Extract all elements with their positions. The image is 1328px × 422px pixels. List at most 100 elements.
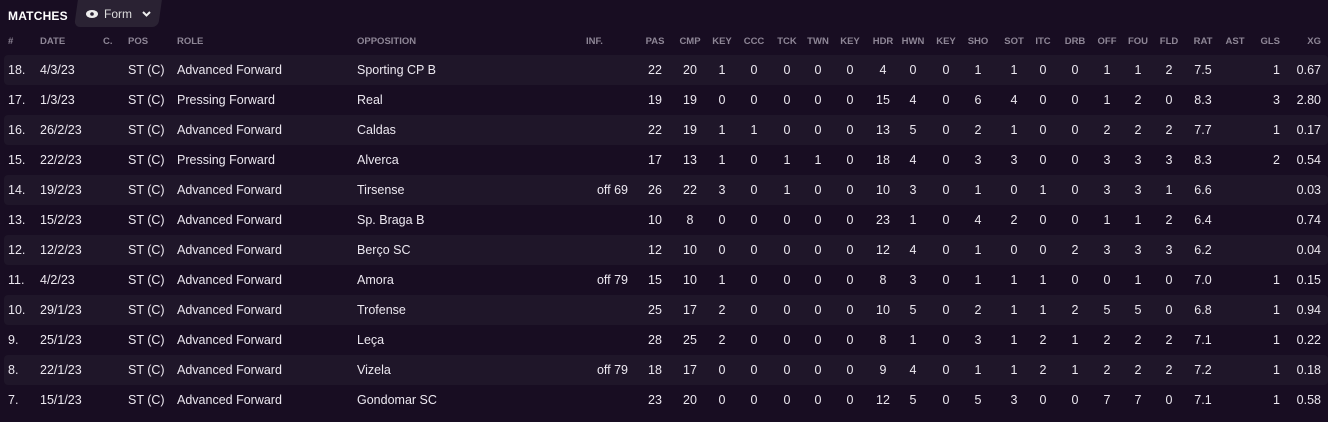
cell-twn: 0 <box>814 393 822 407</box>
cell-drb: 0 <box>1071 123 1079 137</box>
column-header-ast[interactable]: AST <box>1225 36 1245 47</box>
cell-sot: 1 <box>1010 333 1018 347</box>
column-header-inf[interactable]: INF. <box>586 36 603 47</box>
cell-twn: 0 <box>814 303 822 317</box>
cell-sho: 1 <box>974 63 982 77</box>
column-header-fld[interactable]: FLD <box>1159 36 1179 47</box>
cell-key: 2 <box>718 333 726 347</box>
column-header-c[interactable]: C. <box>103 36 113 47</box>
cell-key: 1 <box>718 63 726 77</box>
cell-pas: 19 <box>648 93 662 107</box>
column-header-off[interactable]: OFF <box>1097 36 1117 47</box>
table-row[interactable]: 17. 1/3/23 ST (C) Pressing Forward Real 19 19 0… <box>4 85 1328 115</box>
cell-twn: 0 <box>814 333 822 347</box>
table-row[interactable]: 16. 26/2/23 ST (C) Advanced Forward Caldas 22… <box>4 115 1328 145</box>
cell-hdr: 8 <box>879 273 887 287</box>
column-header-key[interactable]: KEY <box>712 36 732 47</box>
column-header-key[interactable]: KEY <box>936 36 956 47</box>
table-row[interactable]: 12. 12/2/23 ST (C) Advanced Forward Berço SC… <box>4 235 1328 265</box>
column-header-hwn[interactable]: HWN <box>901 36 925 47</box>
cell-gls: 1 <box>1273 333 1280 347</box>
table-row[interactable]: 9. 25/1/23 ST (C) Advanced Forward Leça 28 25 2… <box>4 325 1328 355</box>
column-header-date[interactable]: DATE <box>40 36 66 47</box>
column-header-[interactable]: # <box>8 36 14 47</box>
cell-rat: 7.2 <box>1194 363 1212 377</box>
column-header-role[interactable]: ROLE <box>177 36 204 47</box>
cell-hwn: 1 <box>909 213 917 227</box>
column-header-gls[interactable]: GLS <box>1260 36 1280 47</box>
cell-fou: 1 <box>1134 273 1142 287</box>
cell-: 18. <box>8 63 26 77</box>
cell-key: 0 <box>846 63 854 77</box>
column-header-tck[interactable]: TCK <box>777 36 797 47</box>
cell-sot: 1 <box>1010 273 1018 287</box>
cell-key: 0 <box>718 363 726 377</box>
table-row[interactable]: 18. 4/3/23 ST (C) Advanced Forward Sporting … <box>4 55 1328 85</box>
table-row[interactable]: 13. 15/2/23 ST (C) Advanced Forward Sp. Brag… <box>4 205 1328 235</box>
column-header-hdr[interactable]: HDR <box>872 36 894 47</box>
cell-rat: 6.6 <box>1194 183 1212 197</box>
cell-key: 1 <box>718 153 726 167</box>
column-header-fou[interactable]: FOU <box>1127 36 1149 47</box>
column-header-opposition[interactable]: OPPOSITION <box>357 36 417 47</box>
column-header-sot[interactable]: SOT <box>1004 36 1024 47</box>
cell-date: 22/1/23 <box>40 363 82 377</box>
table-row[interactable]: 7. 15/1/23 ST (C) Advanced Forward Gondomar … <box>4 385 1328 415</box>
cell-hdr: 12 <box>876 243 890 257</box>
cell-fou: 2 <box>1134 93 1142 107</box>
cell-itc: 0 <box>1039 153 1047 167</box>
cell-twn: 1 <box>814 153 822 167</box>
cell-date: 4/2/23 <box>40 273 75 287</box>
cell-sho: 1 <box>974 273 982 287</box>
table-row[interactable]: 15. 22/2/23 ST (C) Pressing Forward Alverca 1… <box>4 145 1328 175</box>
cell-off: 0 <box>1103 273 1111 287</box>
cell-hwn: 3 <box>909 183 917 197</box>
cell-ccc: 0 <box>750 183 758 197</box>
cell-hdr: 12 <box>876 393 890 407</box>
cell-pos: ST (C) <box>128 123 165 137</box>
column-header-key[interactable]: KEY <box>840 36 860 47</box>
column-header-itc[interactable]: ITC <box>1035 36 1051 47</box>
column-header-pas[interactable]: PAS <box>645 36 665 47</box>
cell-sho: 1 <box>974 183 982 197</box>
cell-pos: ST (C) <box>128 363 165 377</box>
table-row[interactable]: 8. 22/1/23 ST (C) Advanced Forward Vizela off… <box>4 355 1328 385</box>
column-header-drb[interactable]: DRB <box>1064 36 1086 47</box>
cell-pas: 28 <box>648 333 662 347</box>
column-header-xg[interactable]: XG <box>1307 36 1321 47</box>
column-header-pos[interactable]: POS <box>128 36 149 47</box>
cell-xg: 0.94 <box>1296 303 1321 317</box>
cell-twn: 0 <box>814 93 822 107</box>
cell-fld: 1 <box>1165 183 1173 197</box>
cell-xg: 0.54 <box>1296 153 1321 167</box>
column-header-cmp[interactable]: CMP <box>679 36 701 47</box>
cell-key: 0 <box>846 303 854 317</box>
cell-drb: 0 <box>1071 63 1079 77</box>
cell-hdr: 8 <box>879 333 887 347</box>
cell-hwn: 4 <box>909 153 917 167</box>
cell-gls: 1 <box>1273 273 1280 287</box>
column-header-rat[interactable]: RAT <box>1193 36 1213 47</box>
cell-role: Pressing Forward <box>177 153 275 167</box>
cell-fou: 3 <box>1134 243 1142 257</box>
view-selector-button[interactable]: Form <box>86 7 151 21</box>
cell-key: 0 <box>942 243 950 257</box>
table-row[interactable]: 14. 19/2/23 ST (C) Advanced Forward Tirsense… <box>4 175 1328 205</box>
cell-fou: 7 <box>1134 393 1142 407</box>
cell-gls: 1 <box>1273 123 1280 137</box>
cell-pas: 25 <box>648 303 662 317</box>
cell-xg: 0.18 <box>1296 363 1321 377</box>
column-header-ccc[interactable]: CCC <box>743 36 765 47</box>
cell-ccc: 0 <box>750 243 758 257</box>
cell-key: 0 <box>846 93 854 107</box>
cell-tck: 0 <box>783 333 791 347</box>
column-header-sho[interactable]: SHO <box>967 36 989 47</box>
table-row[interactable]: 10. 29/1/23 ST (C) Advanced Forward Trofense… <box>4 295 1328 325</box>
cell-xg: 2.80 <box>1296 93 1321 107</box>
cell-hwn: 0 <box>909 63 917 77</box>
column-header-twn[interactable]: TWN <box>807 36 829 47</box>
cell-key: 0 <box>942 123 950 137</box>
table-row[interactable]: 11. 4/2/23 ST (C) Advanced Forward Amora off … <box>4 265 1328 295</box>
cell-drb: 0 <box>1071 393 1079 407</box>
cell-date: 26/2/23 <box>40 123 82 137</box>
